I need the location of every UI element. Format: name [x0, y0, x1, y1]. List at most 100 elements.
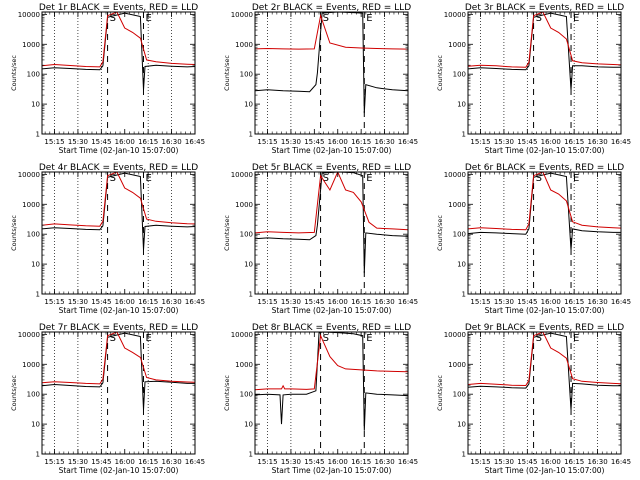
y-tick-label: 100	[27, 231, 40, 239]
y-axis-label: Counts/sec	[223, 375, 231, 411]
x-tick-label: 15:30	[68, 298, 88, 306]
y-tick-label: 10000	[231, 331, 253, 339]
x-tick-label: 15:30	[494, 458, 514, 466]
y-tick-label: 10000	[231, 171, 253, 179]
x-tick-label: 15:45	[91, 138, 111, 146]
x-tick-label: 16:00	[328, 138, 348, 146]
x-tick-label: 16:00	[541, 458, 561, 466]
y-tick-label: 10000	[444, 11, 466, 19]
y-tick-label: 1000	[22, 41, 40, 49]
y-tick-label: 10	[244, 101, 253, 109]
x-tick-label: 16:00	[328, 458, 348, 466]
x-tick-label: 16:15	[564, 298, 584, 306]
y-tick-label: 10	[244, 421, 253, 429]
x-tick-label: 16:45	[611, 298, 631, 306]
y-axis-label: Counts/sec	[10, 55, 18, 91]
y-tick-label: 1	[462, 131, 466, 139]
y-tick-label: 10000	[18, 11, 40, 19]
event-marker-label: E	[145, 13, 151, 24]
events-series-line	[468, 12, 621, 90]
y-tick-label: 1	[36, 131, 40, 139]
event-marker-label: S	[536, 173, 542, 184]
x-tick-label: 15:30	[281, 458, 301, 466]
x-tick-label: 15:15	[44, 138, 64, 146]
events-series-line	[255, 332, 408, 431]
y-tick-label: 10000	[444, 171, 466, 179]
x-tick-label: 15:30	[281, 138, 301, 146]
y-tick-label: 10	[244, 261, 253, 269]
y-tick-label: 10000	[231, 11, 253, 19]
y-tick-label: 10	[457, 261, 466, 269]
lld-series-line	[255, 172, 408, 234]
x-tick-label: 15:15	[257, 458, 277, 466]
event-marker-label: E	[366, 333, 372, 344]
y-axis-label: Counts/sec	[223, 215, 231, 251]
y-axis-label: Counts/sec	[10, 215, 18, 251]
x-axis-label: Start Time (02-Jan-10 15:07:00)	[59, 306, 179, 315]
y-tick-label: 1	[36, 451, 40, 459]
y-tick-label: 100	[453, 391, 466, 399]
chart-title: Det 2r BLACK = Events, RED = LLD	[252, 3, 411, 13]
plot-frame	[467, 331, 622, 455]
y-tick-label: 10	[31, 101, 40, 109]
y-tick-label: 100	[27, 391, 40, 399]
chart-title: Det 5r BLACK = Events, RED = LLD	[252, 163, 411, 173]
plot-frame	[41, 171, 196, 295]
x-axis-label: Start Time (02-Jan-10 15:07:00)	[485, 146, 605, 155]
x-tick-label: 15:30	[494, 298, 514, 306]
events-series-line	[255, 12, 408, 114]
x-axis-label: Start Time (02-Jan-10 15:07:00)	[485, 466, 605, 475]
y-tick-label: 10	[457, 101, 466, 109]
x-tick-label: 15:15	[257, 138, 277, 146]
chart-title: Det 6r BLACK = Events, RED = LLD	[465, 163, 624, 173]
plot-frame	[41, 11, 196, 135]
x-tick-label: 15:30	[68, 458, 88, 466]
events-series-line	[255, 172, 408, 274]
y-tick-label: 1	[249, 291, 253, 299]
y-tick-label: 1000	[235, 201, 253, 209]
x-axis-label: Start Time (02-Jan-10 15:07:00)	[272, 146, 392, 155]
event-marker-label: S	[323, 173, 329, 184]
series-group	[468, 332, 621, 410]
x-tick-label: 16:45	[185, 458, 205, 466]
event-marker-label: S	[110, 13, 116, 24]
y-tick-label: 1000	[448, 201, 466, 209]
x-tick-label: 16:00	[115, 138, 135, 146]
x-tick-label: 16:30	[374, 458, 394, 466]
events-series-line	[468, 172, 621, 250]
y-tick-label: 1	[462, 291, 466, 299]
x-tick-label: 16:45	[611, 458, 631, 466]
series-group	[468, 12, 621, 90]
y-tick-label: 1	[249, 451, 253, 459]
x-tick-label: 15:15	[44, 298, 64, 306]
x-axis-label: Start Time (02-Jan-10 15:07:00)	[59, 466, 179, 475]
chart-title: Det 7r BLACK = Events, RED = LLD	[39, 323, 198, 333]
x-tick-label: 15:30	[68, 138, 88, 146]
x-tick-label: 16:00	[541, 138, 561, 146]
x-tick-label: 16:45	[185, 298, 205, 306]
series-group	[255, 12, 408, 114]
x-tick-label: 16:45	[185, 138, 205, 146]
x-tick-label: 15:45	[91, 298, 111, 306]
x-tick-label: 15:45	[304, 458, 324, 466]
x-tick-label: 16:30	[374, 138, 394, 146]
event-marker-label: E	[145, 173, 151, 184]
x-tick-label: 15:45	[304, 298, 324, 306]
series-group	[42, 12, 195, 90]
series-group	[42, 332, 195, 410]
y-tick-label: 1	[249, 131, 253, 139]
x-tick-label: 16:00	[328, 298, 348, 306]
y-axis-label: Counts/sec	[436, 55, 444, 91]
y-tick-label: 1000	[235, 361, 253, 369]
plot-frame	[254, 331, 409, 455]
series-group	[42, 172, 195, 250]
x-tick-label: 15:30	[281, 298, 301, 306]
event-marker-label: S	[536, 13, 542, 24]
y-tick-label: 100	[453, 71, 466, 79]
